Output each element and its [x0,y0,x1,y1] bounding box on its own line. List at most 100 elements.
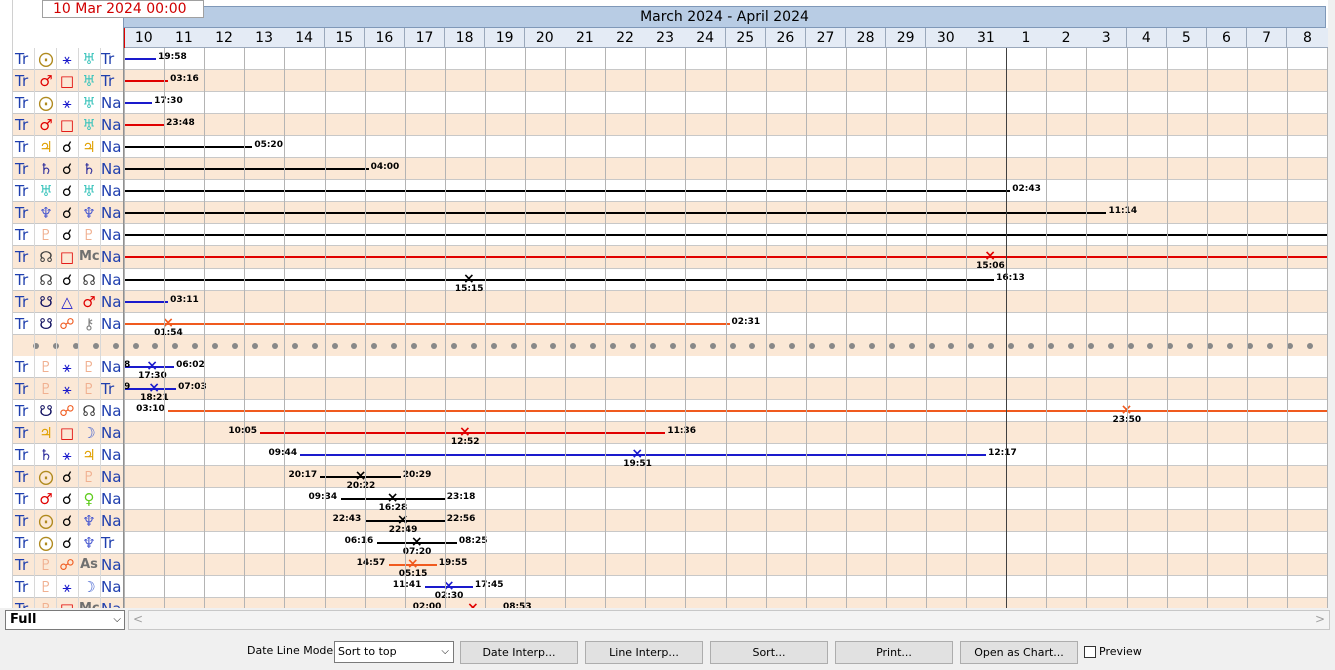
scroll-right-icon[interactable]: > [1314,612,1325,626]
pluto-icon: ♇ [36,601,56,608]
aspect-row[interactable] [0,290,1328,313]
aspect-row[interactable] [0,92,1328,115]
pluto-icon: ♇ [39,556,53,575]
aspect-row[interactable] [0,465,1328,488]
mc-icon: Mc [79,249,100,265]
aspect-row[interactable] [0,355,1328,378]
separator-dot [172,342,179,349]
aspect-row[interactable] [0,532,1328,555]
aspect-row[interactable] [0,48,1328,71]
exact-aspect-marker[interactable]: × [162,314,174,331]
exact-aspect-marker[interactable]: × [442,578,455,595]
day-gridline [1086,48,1088,608]
uranus-icon: ♅ [39,182,53,201]
aspect-time-label: 12:17 [988,447,1017,458]
print-button[interactable]: Print... [835,641,953,664]
open-as-chart-button[interactable]: Open as Chart... [960,641,1078,664]
aspect-row[interactable] [0,70,1328,93]
aspect-duration-line[interactable] [124,102,153,105]
separator-dot [1107,342,1114,349]
aspect-time-label: 20:17 [288,469,318,480]
node-icon: ☊ [82,401,96,420]
aspect-duration-line[interactable] [424,586,473,589]
aspect-duration-line[interactable] [124,278,995,281]
aspect-timeline-grid[interactable]: Tr ⨀ ⚹ ♅ Tr 19:58 Tr ♂ □ ♅ Tr 03:16 Tr ⨀ ⚹ ♅ Na 17:30 Tr ♂ □… [0,0,1328,608]
aspect-time-label: 06:02 [176,359,205,370]
separator-dot [1306,342,1313,349]
exact-aspect-marker[interactable]: × [146,357,158,374]
aspect-duration-line[interactable] [300,453,987,456]
aspect-duration-line[interactable] [340,497,445,500]
saturn-icon: ♄ [39,160,53,179]
exact-aspect-marker[interactable]: × [410,534,423,551]
day-gridline [725,48,727,608]
aspect-duration-line[interactable] [124,124,165,127]
horizontal-scrollbar[interactable]: < > [128,610,1330,630]
aspect-row[interactable] [0,598,1328,608]
aspect-row[interactable] [0,158,1328,181]
aspect-duration-line[interactable] [260,431,666,434]
exact-aspect-marker[interactable]: × [354,467,367,484]
exact-aspect-marker[interactable]: × [386,489,399,506]
aspect-duration-line[interactable] [376,542,457,545]
aspect-row[interactable] [0,136,1328,159]
chart-type-label: Tr [101,534,115,553]
exact-aspect-marker[interactable]: × [1120,403,1134,417]
aspect-duration-line[interactable] [124,168,369,171]
jupiter-icon: ♃ [39,138,53,157]
exact-aspect-marker[interactable]: × [631,445,644,462]
aspect-duration-line[interactable] [124,322,730,325]
month-boundary-line [1006,48,1007,608]
exact-aspect-marker[interactable]: × [984,248,997,265]
date-interp-button[interactable]: Date Interp... [460,641,578,664]
exact-aspect-marker[interactable]: × [148,379,160,396]
aspect-row[interactable] [0,510,1328,533]
exact-aspect-marker[interactable]: × [458,423,471,440]
aspect-duration-line[interactable] [124,212,1107,215]
aspect-duration-line[interactable] [320,475,401,478]
aspect-time-label: 07:20 [402,547,432,558]
aspect-duration-line[interactable] [124,300,169,303]
separator-dot [152,342,159,349]
current-date-field[interactable]: 10 Mar 2024 00:00 [42,0,204,18]
aspect-row[interactable] [0,487,1328,510]
exact-aspect-marker[interactable]: × [406,556,419,573]
separator-dot [1167,342,1174,349]
exact-aspect-marker[interactable]: × [466,601,480,608]
separator-dot [988,342,995,349]
transit-label: Tr [15,50,29,68]
conj-icon: ☌ [61,489,73,508]
transit-label: Tr [15,401,29,420]
aspect-row[interactable] [0,576,1328,599]
sort-button[interactable]: Sort... [710,641,828,664]
chart-type-label: Na [101,489,122,508]
line-interp-button[interactable]: Line Interp... [585,641,703,664]
transit-label: Tr [15,160,29,179]
aspect-row[interactable] [0,114,1328,137]
zoom-combo[interactable]: Full ⌵ [5,610,125,630]
exact-aspect-marker[interactable]: × [396,512,409,529]
aspect-duration-line[interactable] [124,365,175,368]
aspect-duration-line[interactable] [388,564,437,567]
aspect-row[interactable] [0,554,1328,577]
aspect-duration-line[interactable] [124,58,157,61]
chart-type-label: Na [101,423,122,442]
vertical-scrollbar[interactable] [1328,0,1335,608]
date-line-mode-select[interactable]: Sort to top ⌵ [334,641,454,663]
day-header: 25 [725,28,767,48]
aspect-duration-line[interactable] [168,409,1327,412]
scroll-left-icon[interactable]: < [133,612,144,626]
row-divider [12,486,1328,488]
aspect-row[interactable] [0,377,1328,400]
chart-type-label: Na [101,182,122,201]
aspect-duration-line[interactable] [124,146,253,149]
aspect-duration-line[interactable] [124,80,169,83]
aspect-duration-line[interactable] [124,190,1011,193]
jupiter-icon: ♃ [82,445,96,464]
exact-aspect-marker[interactable]: × [462,270,475,287]
preview-checkbox[interactable] [1084,646,1096,658]
day-gridline [565,48,567,608]
aspect-time-label: 07:03 [178,381,207,392]
aspect-duration-line[interactable] [124,387,177,390]
aspect-time-label: 17:30 [154,96,183,107]
